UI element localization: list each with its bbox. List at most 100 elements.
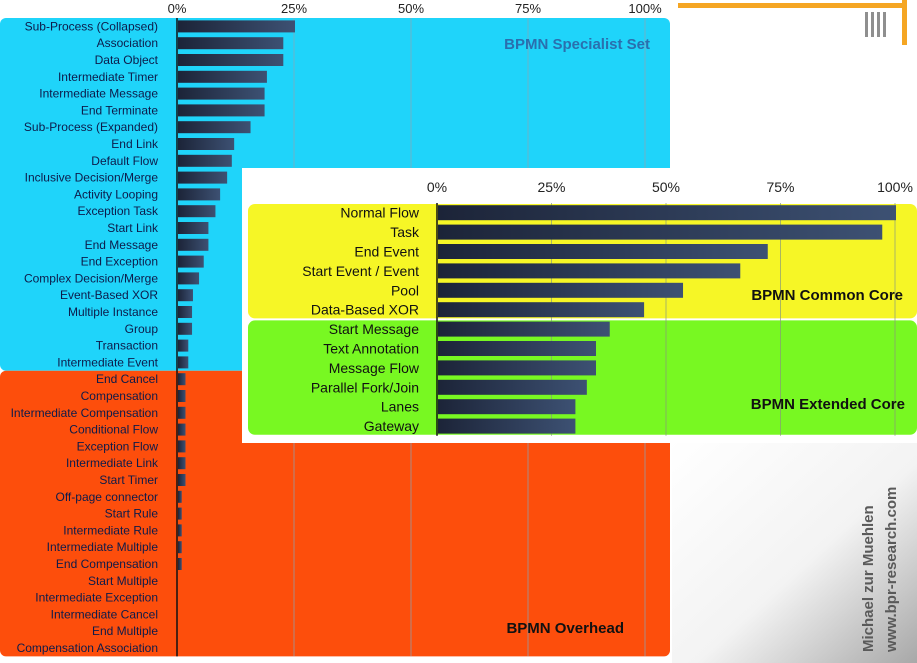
bar xyxy=(178,491,182,503)
category-label: Conditional Flow xyxy=(69,423,158,437)
bpmn-poster-logo-icon xyxy=(678,0,917,46)
category-label: Start Timer xyxy=(99,473,158,487)
bar xyxy=(438,283,683,298)
category-label: Group xyxy=(125,322,159,336)
category-label: Intermediate Multiple xyxy=(47,540,159,554)
category-label: Start Link xyxy=(107,221,159,235)
bar xyxy=(178,474,185,486)
x-tick-label: 50% xyxy=(398,1,424,16)
category-label: Start Multiple xyxy=(88,574,158,588)
group-label-specialist: BPMN Specialist Set xyxy=(504,36,650,53)
bar xyxy=(178,390,185,402)
bar xyxy=(178,407,185,419)
bar xyxy=(178,256,204,268)
category-label: Normal Flow xyxy=(340,205,419,221)
category-label: Text Annotation xyxy=(323,341,419,357)
bar xyxy=(178,541,182,553)
bar xyxy=(178,20,295,32)
category-label: Intermediate Compensation xyxy=(11,406,158,420)
category-label: Gateway xyxy=(364,418,419,434)
category-label: Message Flow xyxy=(329,360,420,376)
bar xyxy=(178,508,182,520)
category-label: Pool xyxy=(391,282,419,298)
x-tick-label: 25% xyxy=(537,179,565,195)
category-label: Data Object xyxy=(95,53,159,67)
category-label: Event-Based XOR xyxy=(60,288,158,302)
bar xyxy=(178,440,185,452)
category-label: Intermediate Exception xyxy=(35,591,158,605)
category-label: Parallel Fork/Join xyxy=(311,379,419,395)
bar xyxy=(178,54,283,66)
category-label: Activity Looping xyxy=(74,187,158,201)
band-extended xyxy=(248,320,917,434)
bar xyxy=(178,71,267,83)
bar xyxy=(438,380,587,395)
group-label-common: BPMN Common Core xyxy=(751,287,903,304)
bar xyxy=(178,424,185,436)
category-label: Intermediate Cancel xyxy=(51,607,158,621)
category-label: Multiple Instance xyxy=(68,305,158,319)
category-label: Association xyxy=(97,36,158,50)
category-label: Inclusive Decision/Merge xyxy=(25,171,159,185)
bar xyxy=(438,322,610,337)
credit-block: Michael zur Muehlen www.bpr-research.com xyxy=(851,470,911,660)
bar xyxy=(438,205,896,220)
category-label: End Cancel xyxy=(96,372,158,386)
x-tick-label: 50% xyxy=(652,179,680,195)
bar xyxy=(438,341,596,356)
x-tick-label: 25% xyxy=(281,1,307,16)
category-label: Start Rule xyxy=(105,507,159,521)
bar xyxy=(178,558,182,570)
bar xyxy=(178,373,185,385)
bar xyxy=(178,104,265,116)
bar xyxy=(438,360,596,375)
bar xyxy=(178,155,232,167)
category-label: Lanes xyxy=(381,399,419,415)
category-label: Intermediate Timer xyxy=(58,70,158,84)
category-label: Sub-Process (Collapsed) xyxy=(25,19,158,33)
bar xyxy=(178,172,227,184)
category-label: Exception Task xyxy=(78,204,159,218)
category-label: Default Flow xyxy=(91,154,158,168)
bar xyxy=(178,340,188,352)
category-label: End Event xyxy=(354,244,419,260)
credit-author: Michael zur Muehlen xyxy=(860,505,877,652)
x-tick-label: 100% xyxy=(628,1,662,16)
bar xyxy=(178,272,199,284)
category-label: Data-Based XOR xyxy=(311,302,419,318)
bar xyxy=(178,239,208,251)
category-label: End Link xyxy=(111,137,159,151)
bar xyxy=(178,524,182,536)
bar xyxy=(178,205,215,217)
bar xyxy=(438,399,575,414)
category-label: Start Message xyxy=(329,321,419,337)
credit-site: www.bpr-research.com xyxy=(883,487,900,653)
bar xyxy=(178,323,192,335)
category-label: End Terminate xyxy=(81,103,158,117)
category-label: End Compensation xyxy=(56,557,158,571)
group-label-overhead: BPMN Overhead xyxy=(506,620,624,637)
bar xyxy=(178,306,192,318)
bar xyxy=(178,356,188,368)
bar xyxy=(438,244,768,259)
category-label: Complex Decision/Merge xyxy=(24,271,158,285)
bar xyxy=(178,457,185,469)
category-label: Start Event / Event xyxy=(302,263,419,279)
bar xyxy=(178,289,193,301)
category-label: Intermediate Event xyxy=(57,355,158,369)
bar xyxy=(438,263,740,278)
bar xyxy=(178,37,283,49)
bar xyxy=(178,188,220,200)
bar xyxy=(178,222,208,234)
category-label: Compensation Association xyxy=(17,641,158,655)
x-tick-label: 0% xyxy=(168,1,187,16)
category-label: Exception Flow xyxy=(77,439,159,453)
category-label: Intermediate Link xyxy=(66,456,159,470)
inset-chart: 0% 25% 50% 75% 100% Normal Flow Task End Event S… xyxy=(242,168,917,443)
x-tick-label: 75% xyxy=(766,179,794,195)
category-label: Task xyxy=(390,224,420,240)
category-label: Sub-Process (Expanded) xyxy=(24,120,158,134)
group-label-extended: BPMN Extended Core xyxy=(751,396,905,413)
